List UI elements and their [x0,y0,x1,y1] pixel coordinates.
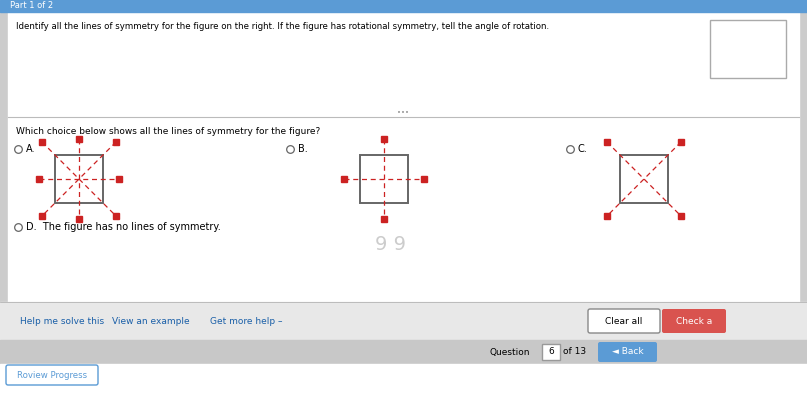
FancyBboxPatch shape [588,309,660,333]
Bar [0,364,807,408]
Text: of 13: of 13 [563,348,586,357]
Bar [55,155,103,203]
Text: Help me solve this: Help me solve this [20,317,104,326]
Text: C.: C. [578,144,587,154]
Bar [8,12,799,302]
Text: •••: ••• [397,110,409,116]
Bar [710,20,786,78]
Bar [542,344,560,360]
Text: A.: A. [26,144,36,154]
Text: Check a: Check a [676,317,712,326]
FancyBboxPatch shape [598,342,657,362]
Text: View an example: View an example [112,317,190,326]
Text: Which choice below shows all the lines of symmetry for the figure?: Which choice below shows all the lines o… [16,127,320,136]
Text: 6: 6 [548,348,554,357]
FancyBboxPatch shape [662,309,726,333]
FancyBboxPatch shape [6,365,98,385]
Text: ◄ Back: ◄ Back [612,348,643,357]
Bar [0,0,807,12]
Bar [360,155,408,203]
Text: Clear all: Clear all [605,317,642,326]
Text: B.: B. [298,144,307,154]
Text: Part 1 of 2: Part 1 of 2 [10,2,53,11]
Text: Question: Question [490,348,530,357]
Text: 9 9: 9 9 [375,235,406,254]
Text: D.  The figure has no lines of symmetry.: D. The figure has no lines of symmetry. [26,222,221,232]
Text: Identify all the lines of symmetry for the figure on the right. If the figure ha: Identify all the lines of symmetry for t… [16,22,549,31]
Bar [620,155,668,203]
Text: Get more help –: Get more help – [210,317,282,326]
Text: Roview Progress: Roview Progress [17,370,87,379]
Bar [0,340,807,364]
Bar [0,302,807,340]
